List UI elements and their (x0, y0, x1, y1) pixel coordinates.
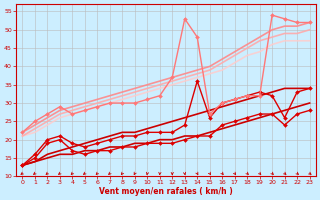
X-axis label: Vent moyen/en rafales ( km/h ): Vent moyen/en rafales ( km/h ) (99, 187, 233, 196)
